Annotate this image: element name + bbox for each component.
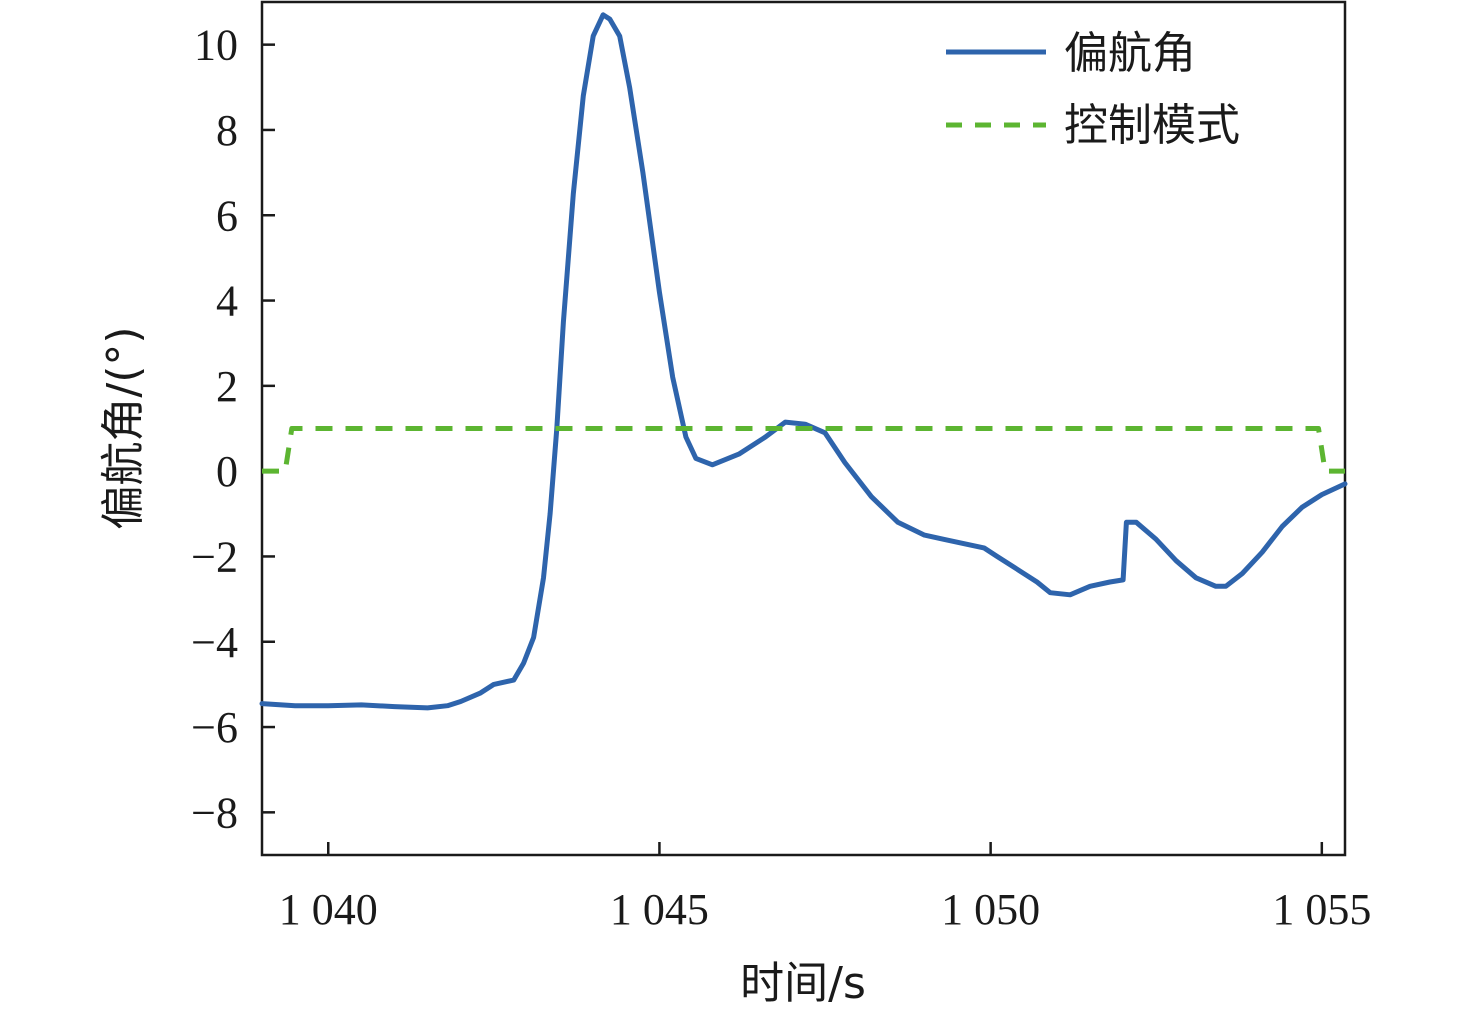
y-axis-title: 偏航角/(°)	[98, 326, 149, 529]
x-tick-label: 1 050	[941, 885, 1040, 934]
series-layer	[259, 12, 1348, 711]
legend: 偏航角 控制模式	[946, 28, 1240, 151]
y-tick-label: 4	[216, 277, 238, 326]
y-tick-label: 2	[216, 362, 238, 411]
x-tick-label: 1 055	[1272, 885, 1371, 934]
y-tick-label: 0	[216, 447, 238, 496]
x-axis: 1 040 1 045 1 050 1 055	[279, 842, 1371, 934]
y-tick-label: 6	[216, 191, 238, 240]
x-tick-label: 1 040	[279, 885, 378, 934]
x-axis-title: 时间/s	[740, 958, 866, 1009]
legend-label-control-mode: 控制模式	[1064, 100, 1240, 151]
y-tick-label: −2	[191, 532, 238, 581]
y-axis: −8 −6 −4 −2 0 2 4 6 8 10	[191, 21, 275, 837]
y-tick-label: 10	[194, 21, 238, 70]
y-tick-label: −4	[191, 618, 238, 667]
series-line-yaw-angle	[259, 12, 1348, 711]
y-tick-label: 8	[216, 106, 238, 155]
legend-label-yaw: 偏航角	[1064, 28, 1196, 79]
y-tick-label: −6	[191, 703, 238, 752]
x-tick-label: 1 045	[610, 885, 709, 934]
y-tick-label: −8	[191, 788, 238, 837]
series-line-control-mode	[262, 426, 1345, 474]
